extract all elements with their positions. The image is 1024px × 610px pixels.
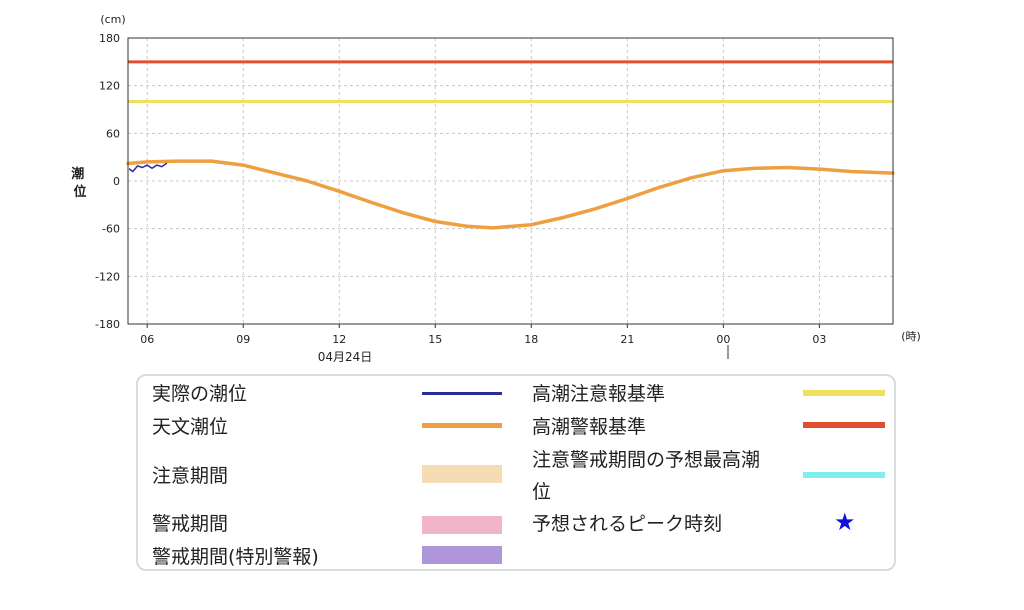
- legend-label-astronomical-tide: 天文潮位: [152, 416, 229, 438]
- y-tick-labels: 180 120 60 0 -60 -120 -180: [95, 32, 120, 331]
- y-tick-label: 0: [113, 175, 120, 188]
- y-unit-label: (cm): [100, 13, 125, 26]
- y-tick-label: -60: [102, 223, 120, 236]
- y-tick-label: 60: [106, 127, 120, 140]
- legend-swatch-storm-surge-advisory-level: [803, 390, 885, 396]
- x-tick-label: 18: [524, 333, 538, 346]
- y-axis-title: 潮 位: [71, 166, 89, 200]
- legend-label-storm-surge-warning-level: 高潮警報基準: [532, 416, 647, 438]
- x-tick-label: 03: [812, 333, 826, 346]
- x-tick-label: 21: [620, 333, 634, 346]
- tide-chart: (cm) (時) 潮 位 180 120 60 0 -60 -120 -180 06 09 12…: [71, 13, 921, 364]
- date-label: 04月24日: [318, 350, 373, 364]
- y-tick-label: -180: [95, 318, 120, 331]
- legend-label-forecast-max-tide-line2: 位: [532, 481, 552, 503]
- y-axis-title-char-1: 潮: [71, 166, 84, 182]
- legend-label-warning-period: 警戒期間: [152, 513, 229, 535]
- y-tick-label: -120: [95, 270, 120, 283]
- x-tick-label: 15: [428, 333, 442, 346]
- y-tick-label: 120: [99, 80, 120, 93]
- legend-swatch-forecast-max-tide: [803, 472, 885, 478]
- legend-label-forecast-max-tide-line1: 注意警戒期間の予想最高潮: [532, 449, 761, 471]
- x-tick-label: 00: [716, 333, 730, 346]
- series-astronomical-tide: [126, 159, 895, 230]
- y-tick-label: 180: [99, 32, 120, 45]
- y-axis-title-char-2: 位: [73, 184, 86, 200]
- legend-label-peak-time: 予想されるピーク時刻: [532, 513, 723, 535]
- legend-swatch-warning-period: [422, 516, 502, 534]
- gridlines: [128, 38, 893, 328]
- legend-label-caution-period: 注意期間: [152, 465, 229, 487]
- x-tick-label: 06: [140, 333, 154, 346]
- legend-swatch-storm-surge-warning-level: [803, 422, 885, 428]
- x-tick-labels: 06 09 12 15 18 21 00 03: [140, 333, 826, 346]
- legend-label-special-warning-period: 警戒期間(特別警報): [152, 546, 319, 568]
- threshold-lines: [128, 60, 893, 104]
- legend-swatch-caution-period: [422, 465, 502, 483]
- plot-frame: [127, 37, 894, 325]
- x-tick-label: 09: [236, 333, 250, 346]
- legend-swatch-astronomical-tide: [422, 423, 502, 428]
- legend-label-observed-tide: 実際の潮位: [152, 383, 248, 405]
- x-tick-label: 12: [332, 333, 346, 346]
- series-lines: [126, 159, 895, 230]
- chart-legend: 実際の潮位 天文潮位 注意期間 警戒期間 警戒期間(特別警報) 高潮注意報基準 …: [136, 374, 896, 571]
- legend-swatch-special-warning-period: [422, 546, 502, 564]
- legend-swatch-observed-tide: [422, 392, 502, 395]
- x-unit-label: (時): [901, 330, 921, 343]
- star-icon: ★: [834, 508, 856, 536]
- legend-label-storm-surge-advisory-level: 高潮注意報基準: [532, 383, 666, 405]
- series-observed-tide: [128, 162, 168, 173]
